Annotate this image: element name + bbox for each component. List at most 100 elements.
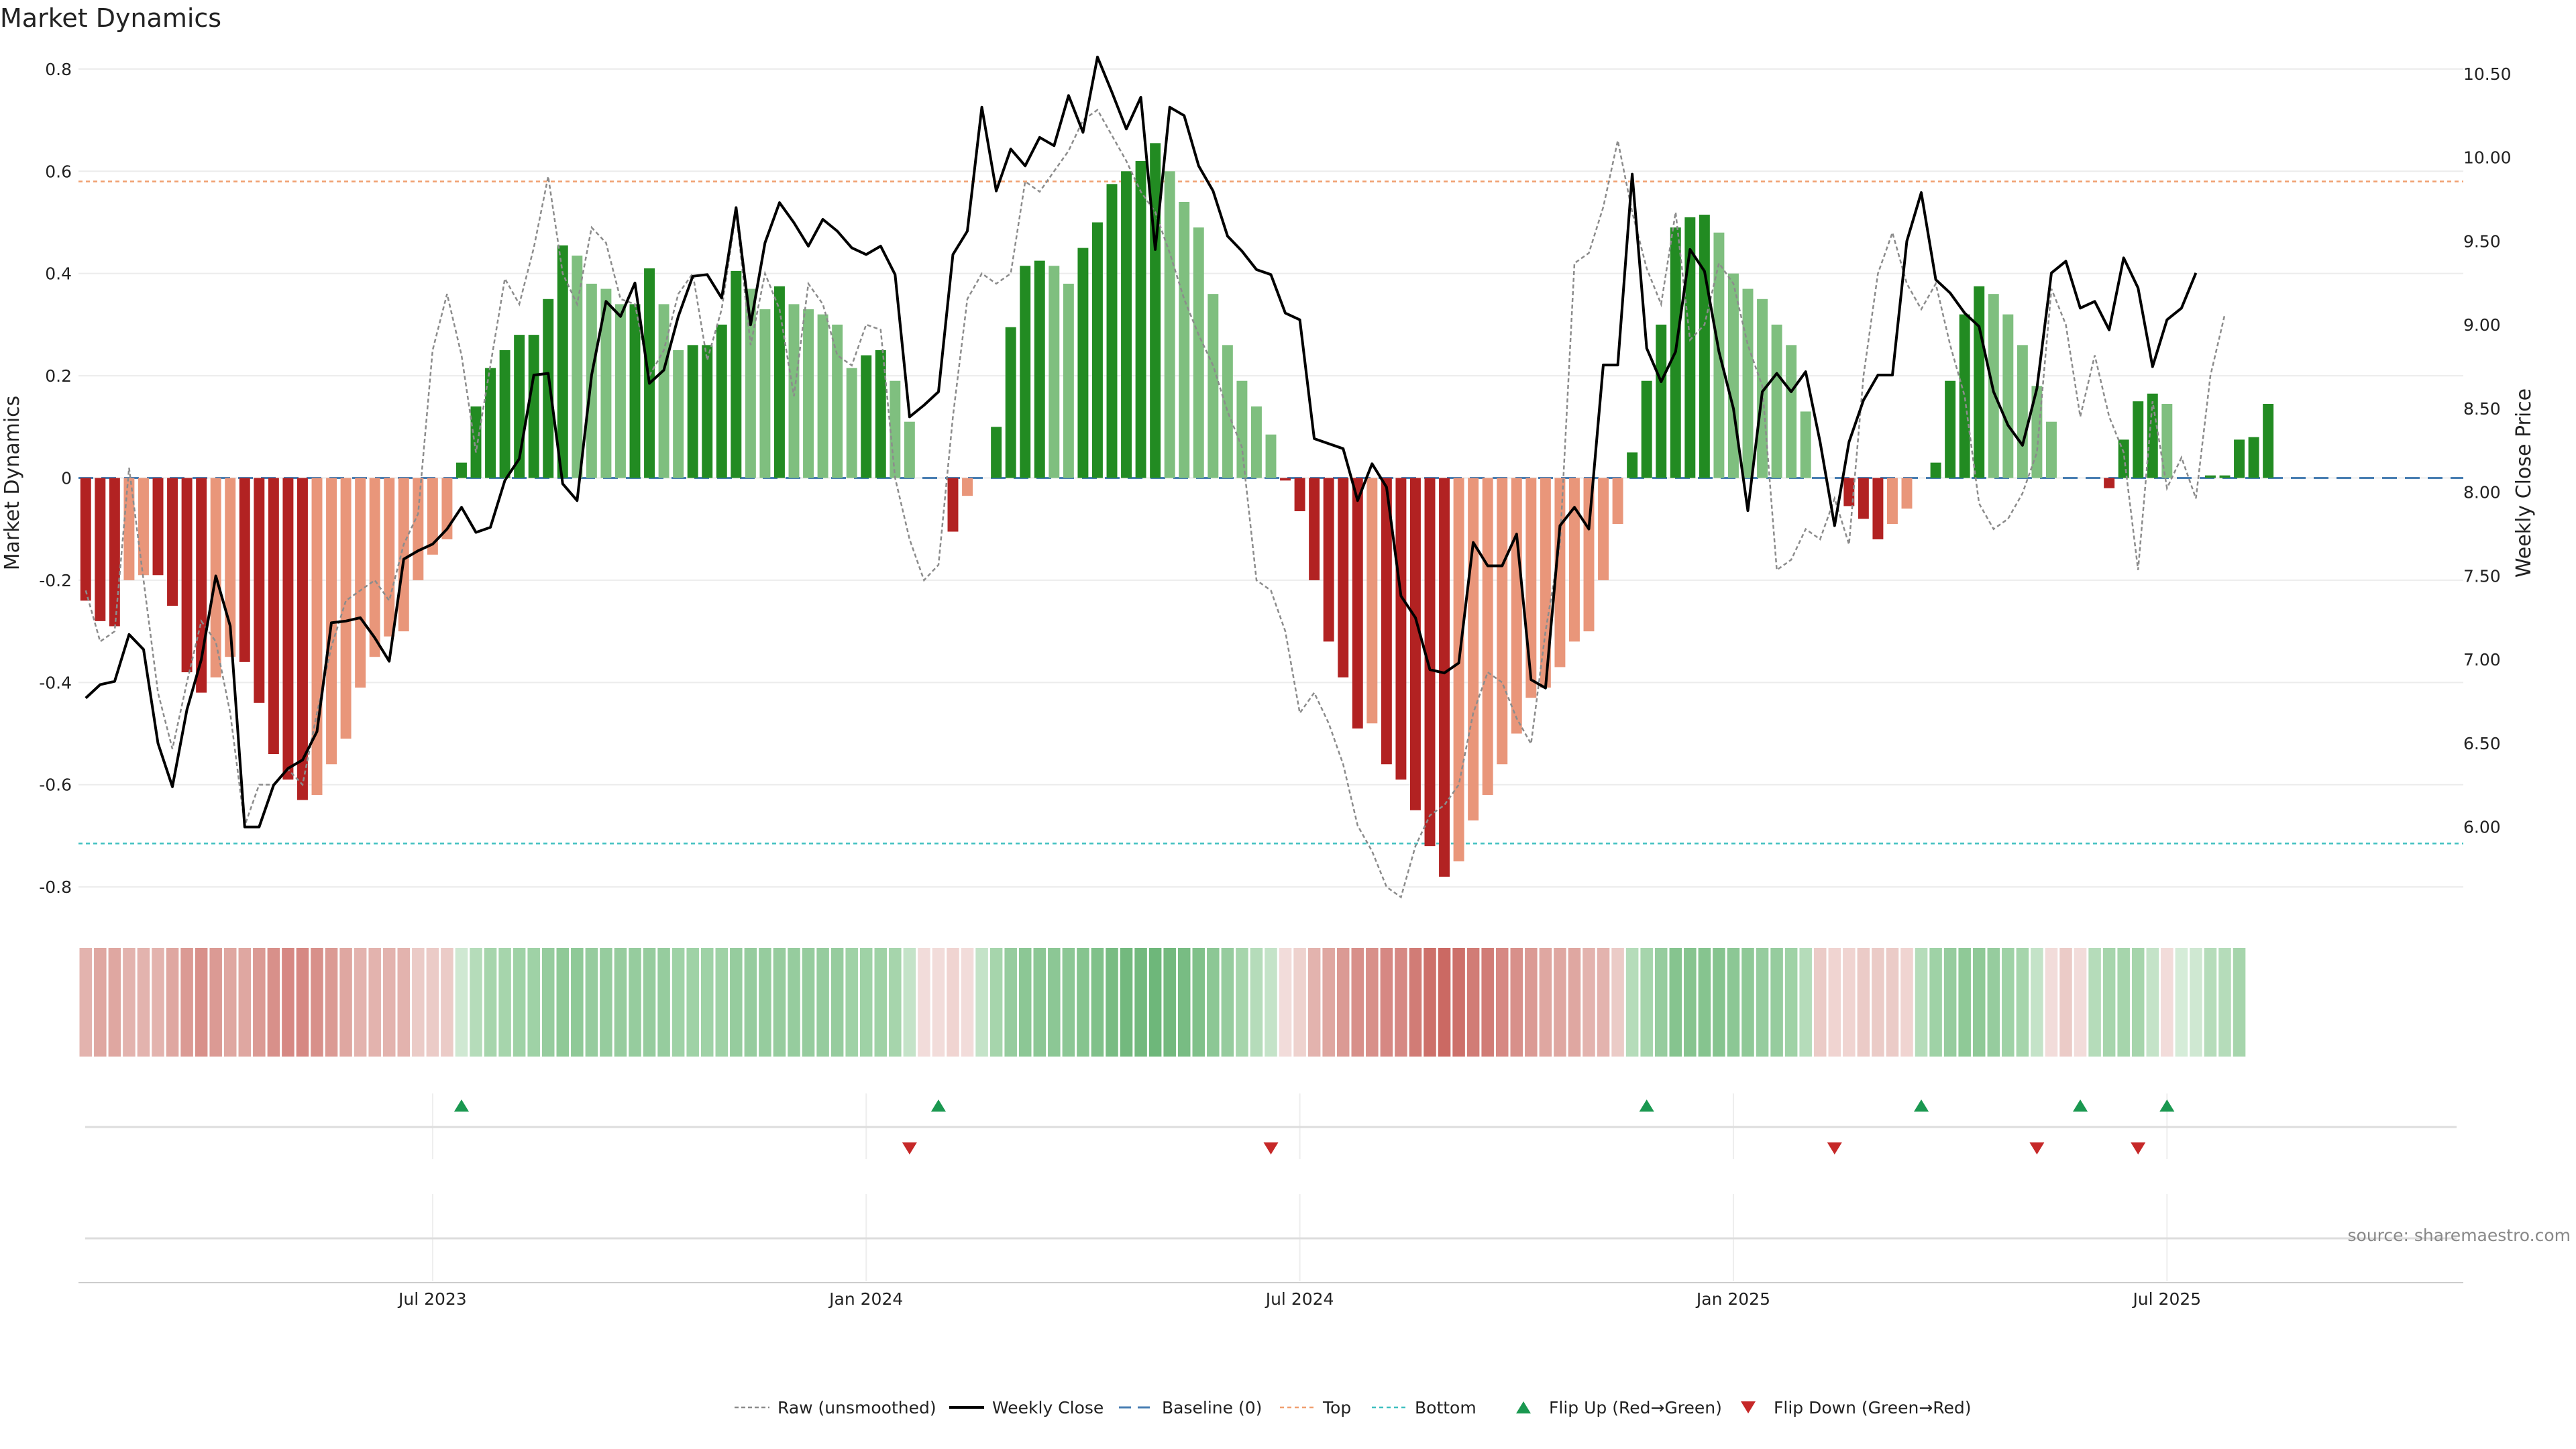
dynamics-bar <box>745 288 756 478</box>
dynamics-bar <box>1063 283 1074 478</box>
shade-cell <box>1799 948 1812 1057</box>
flip-down-marker <box>2131 1142 2146 1155</box>
dynamics-bar <box>239 478 250 662</box>
legend-item: Raw (unsmoothed) <box>735 1398 936 1417</box>
shade-cell <box>657 948 670 1057</box>
dynamics-bar <box>123 478 135 580</box>
shade-cell <box>2233 948 2246 1057</box>
dynamics-bar <box>557 245 568 478</box>
dynamics-bar <box>2161 404 2173 478</box>
shade-cell <box>1828 948 1841 1057</box>
dynamics-bar <box>167 478 178 606</box>
shade-cell <box>541 948 555 1057</box>
shade-cell <box>672 948 685 1057</box>
dynamics-bar <box>1525 478 1537 698</box>
shade-cell <box>79 948 93 1057</box>
shade-cell <box>325 948 338 1057</box>
dynamics-bar <box>2219 475 2231 478</box>
shade-cell <box>1062 948 1075 1057</box>
dynamics-bar <box>1164 171 1175 478</box>
y2-tick-label: 7.50 <box>2463 566 2501 586</box>
shade-cell <box>1727 948 1740 1057</box>
dynamics-bar <box>1222 345 1233 478</box>
shade-cell <box>1307 948 1321 1057</box>
dynamics-bar <box>1020 266 1031 478</box>
dynamics-bar <box>716 324 727 478</box>
shade-cell <box>2088 948 2101 1057</box>
dynamics-bar <box>1193 227 1204 478</box>
shade-cell <box>282 948 294 1057</box>
dynamics-bar <box>1843 478 1855 506</box>
dynamics-bar <box>702 345 713 478</box>
shade-cell <box>397 948 411 1057</box>
shade-cell <box>1495 948 1509 1057</box>
shade-cell <box>700 948 714 1057</box>
shade-cell <box>1741 948 1754 1057</box>
dynamics-bar <box>427 478 438 555</box>
dynamics-bar <box>1409 478 1421 810</box>
shade-cell <box>1698 948 1711 1057</box>
dynamics-bar <box>1511 478 1522 734</box>
legend-label: Weekly Close <box>992 1398 1104 1417</box>
shade-cell <box>932 948 945 1057</box>
flip-down-marker <box>902 1142 917 1155</box>
dynamics-bars <box>80 143 2274 877</box>
dynamics-bar <box>803 309 814 478</box>
flip-up-marker <box>453 1099 469 1112</box>
dynamics-bar <box>1091 222 1103 478</box>
shade-cell <box>296 948 309 1057</box>
y-tick-label: 0.6 <box>45 162 72 181</box>
y2-tick-label: 10.00 <box>2463 148 2512 168</box>
dynamics-bar <box>673 350 684 478</box>
raw-unsmoothed-line <box>85 108 2226 899</box>
dynamics-bar <box>2248 437 2259 478</box>
y2-tick-label: 6.50 <box>2463 734 2501 753</box>
dynamics-bar <box>1872 478 1884 539</box>
shade-cell <box>830 948 844 1057</box>
dynamics-bar <box>1727 273 1739 478</box>
y-tick-label: 0.2 <box>45 366 72 386</box>
shade-cell <box>1221 948 1234 1057</box>
shade-cell <box>571 948 584 1057</box>
flip-up-marker <box>1914 1099 1929 1112</box>
dynamics-bar <box>572 256 583 478</box>
shade-cell <box>1625 948 1639 1057</box>
dynamics-bar <box>455 462 467 478</box>
shade-cell <box>412 948 425 1057</box>
dynamics-bar <box>1974 286 1985 478</box>
shade-cell <box>874 948 888 1057</box>
dynamics-bar <box>1323 478 1334 642</box>
dynamics-bar <box>1757 299 1768 478</box>
shade-cell <box>195 948 208 1057</box>
dynamics-bar <box>340 478 352 739</box>
shade-cell <box>730 948 743 1057</box>
dynamics-bar <box>1439 478 1450 877</box>
shade-cell <box>1048 948 1061 1057</box>
flip-up-marker <box>930 1099 946 1112</box>
x-tick-label: Jan 2025 <box>1695 1289 1770 1309</box>
y2-tick-label: 8.00 <box>2463 483 2501 502</box>
dynamics-bar <box>991 427 1002 478</box>
shade-cell <box>108 948 121 1057</box>
shade-cell <box>1207 948 1220 1057</box>
dynamics-bar <box>485 368 496 478</box>
shade-cell <box>1452 948 1465 1057</box>
shade-cell <box>975 948 988 1057</box>
shade-cell <box>1886 948 1899 1057</box>
shade-cell <box>961 948 974 1057</box>
shade-cell <box>1279 948 1292 1057</box>
x-tick-label: Jul 2023 <box>397 1289 467 1309</box>
dynamics-bar <box>1280 478 1291 481</box>
shade-cell <box>2059 948 2072 1057</box>
shade-cell <box>166 948 179 1057</box>
legend-label: Top <box>1322 1398 1351 1417</box>
dynamics-bar <box>1338 478 1349 678</box>
shade-cell <box>1915 948 1928 1057</box>
dynamics-bar <box>1208 294 1219 478</box>
dynamics-bar <box>1583 478 1595 632</box>
dynamics-bar <box>138 478 149 576</box>
shade-cell <box>1250 948 1263 1057</box>
y-tick-label: -0.2 <box>39 571 72 590</box>
shade-cell <box>1669 948 1682 1057</box>
